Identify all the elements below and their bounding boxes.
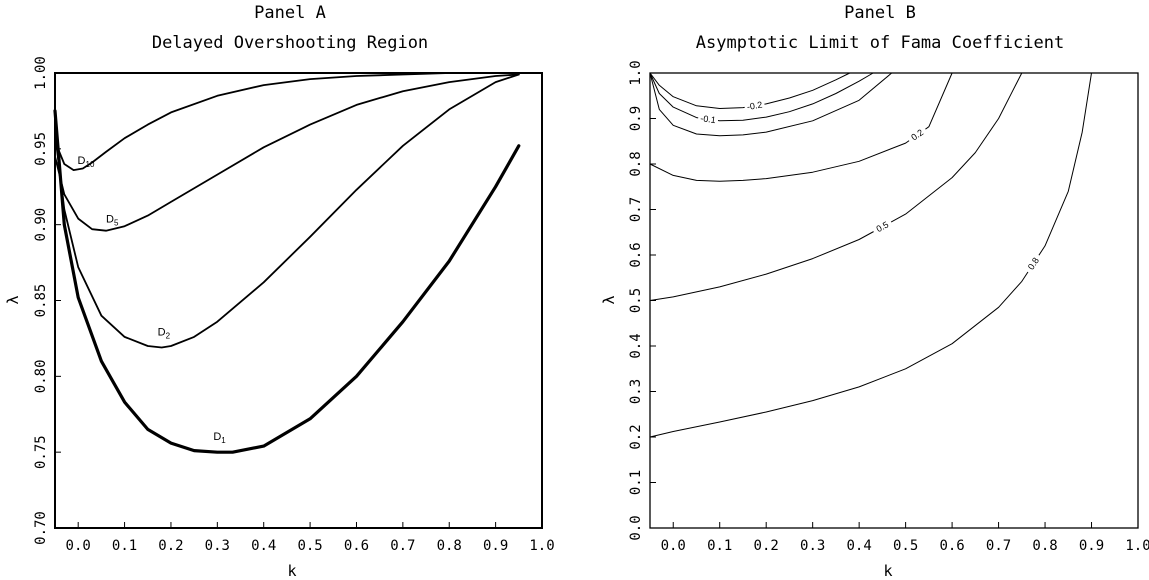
panel-a-x-tick-label: 0.8 — [437, 538, 462, 554]
panel-a-y-axis: 0.70 0.75 0.80 0.85 0.90 0.95 1.00 — [33, 56, 61, 545]
panel-a-subtitle: Delayed Overshooting Region — [152, 33, 428, 53]
panel-a-curves: D1 D2 D5 D10 — [53, 72, 521, 454]
panel-a-x-tick-label: 0.2 — [158, 538, 183, 554]
panel-b-x-tick-label: 0.7 — [986, 538, 1011, 554]
panel-b-x-tick-label: 0.6 — [939, 538, 964, 554]
panel-b-plot-frame — [649, 72, 1139, 529]
panel-a-series-line — [54, 72, 520, 172]
panel-b-y-tick-label: 0.8 — [628, 151, 644, 176]
panel-b-series-line — [649, 72, 953, 182]
panel-a-x-tick-label: 0.9 — [483, 538, 508, 554]
panel-a-y-tick-label: 0.80 — [33, 359, 49, 393]
panel-b-y-tick-label: 0.2 — [628, 424, 644, 449]
panel-a-x-tick-label: 1.0 — [529, 538, 554, 554]
panel-a-series-line — [53, 109, 521, 454]
panel-a-y-tick-label: 0.85 — [33, 284, 49, 318]
panel-b-subtitle: Asymptotic Limit of Fama Coefficient — [696, 33, 1064, 53]
panel-b: Panel B Asymptotic Limit of Fama Coeffic… — [600, 3, 1149, 580]
panel-b-contours: -0.2-0.10.20.50.8 — [649, 72, 1092, 438]
panel-b-title: Panel B — [844, 3, 916, 23]
panel-b-y-tick-label: 0.6 — [628, 242, 644, 267]
panel-a-title: Panel A — [254, 3, 326, 23]
panel-b-y-tick-label: 1.0 — [628, 60, 644, 85]
panel-a-y-axis-label: λ — [4, 295, 22, 304]
panel-b-y-axis-label: λ — [600, 295, 618, 304]
panel-b-contour-label: -0.2 — [746, 100, 763, 112]
panel-a-x-axis-label: k — [287, 562, 296, 580]
panel-b-y-tick-label: 0.0 — [628, 515, 644, 540]
panel-b-y-tick-label: 0.9 — [628, 106, 644, 131]
panel-b-series-line — [649, 72, 1092, 438]
panel-a: Panel A Delayed Overshooting Region 0.0 0… — [4, 3, 555, 580]
panel-b-series-line — [649, 72, 874, 122]
panel-a-y-tick-label: 0.75 — [33, 435, 49, 469]
panel-b-x-tick-label: 0.8 — [1032, 538, 1057, 554]
panel-a-series-line — [54, 73, 520, 232]
panel-b-x-tick-label: 0.1 — [707, 538, 732, 554]
panel-a-series-line — [54, 73, 520, 349]
panel-a-x-tick-label: 0.5 — [297, 538, 322, 554]
panel-a-y-tick-label: 1.00 — [33, 56, 49, 90]
panel-b-y-tick-label: 0.4 — [628, 333, 644, 358]
panel-a-plot-frame — [54, 72, 543, 529]
panel-b-x-tick-label: 0.3 — [800, 538, 825, 554]
panel-b-contour-label-bg — [1023, 252, 1044, 275]
panel-b-y-tick-label: 0.5 — [628, 288, 644, 313]
panel-b-x-tick-label: 0.2 — [754, 538, 779, 554]
panel-b-y-tick-label: 0.7 — [628, 197, 644, 222]
panel-b-series-line — [649, 72, 851, 109]
panel-a-x-tick-label: 0.3 — [205, 538, 230, 554]
panel-a-x-tick-label: 0.1 — [112, 538, 137, 554]
panel-b-y-tick-label: 0.3 — [628, 379, 644, 404]
panel-a-curve-label: D1 — [213, 431, 226, 445]
panel-a-y-tick-label: 0.70 — [33, 511, 49, 545]
panel-b-x-tick-label: 0.9 — [1079, 538, 1104, 554]
panel-b-contour-label-bg — [743, 99, 766, 113]
panel-a-x-axis: 0.0 0.1 0.2 0.3 0.4 0.5 0.6 0.7 0.8 0.9 1.0 — [66, 522, 555, 554]
panel-a-x-tick-label: 0.6 — [344, 538, 369, 554]
panel-b-series-line — [649, 72, 893, 137]
panel-b-x-axis: 0.0 0.1 0.2 0.3 0.4 0.5 0.6 0.7 0.8 0.9 1.0 — [661, 522, 1149, 554]
panel-a-y-tick-label: 0.95 — [33, 132, 49, 166]
panel-b-contour-label-bg — [871, 217, 894, 236]
panel-b-x-tick-label: 0.5 — [893, 538, 918, 554]
panel-b-x-tick-label: 0.0 — [661, 538, 686, 554]
panel-b-contour-label-bg — [906, 125, 929, 145]
panel-b-y-tick-label: 0.1 — [628, 470, 644, 495]
panel-a-curve-label: D10 — [78, 155, 95, 169]
panel-b-contour-label-bg — [697, 112, 719, 126]
panel-a-x-tick-label: 0.4 — [251, 538, 276, 554]
panel-b-contour-label: -0.1 — [700, 113, 717, 125]
panel-a-y-tick-label: 0.90 — [33, 208, 49, 242]
panel-a-curve-label: D2 — [158, 327, 171, 341]
panel-b-x-tick-label: 0.4 — [846, 538, 871, 554]
panel-a-x-tick-label: 0.7 — [390, 538, 415, 554]
panel-a-x-tick-label: 0.0 — [66, 538, 91, 554]
panel-a-curve-label: D5 — [106, 214, 119, 228]
panel-b-y-axis: 0.0 0.1 0.2 0.3 0.4 0.5 0.6 0.7 0.8 0.9 1.0 — [628, 60, 656, 541]
panel-b-x-axis-label: k — [883, 562, 892, 580]
panel-b-x-tick-label: 1.0 — [1125, 538, 1149, 554]
